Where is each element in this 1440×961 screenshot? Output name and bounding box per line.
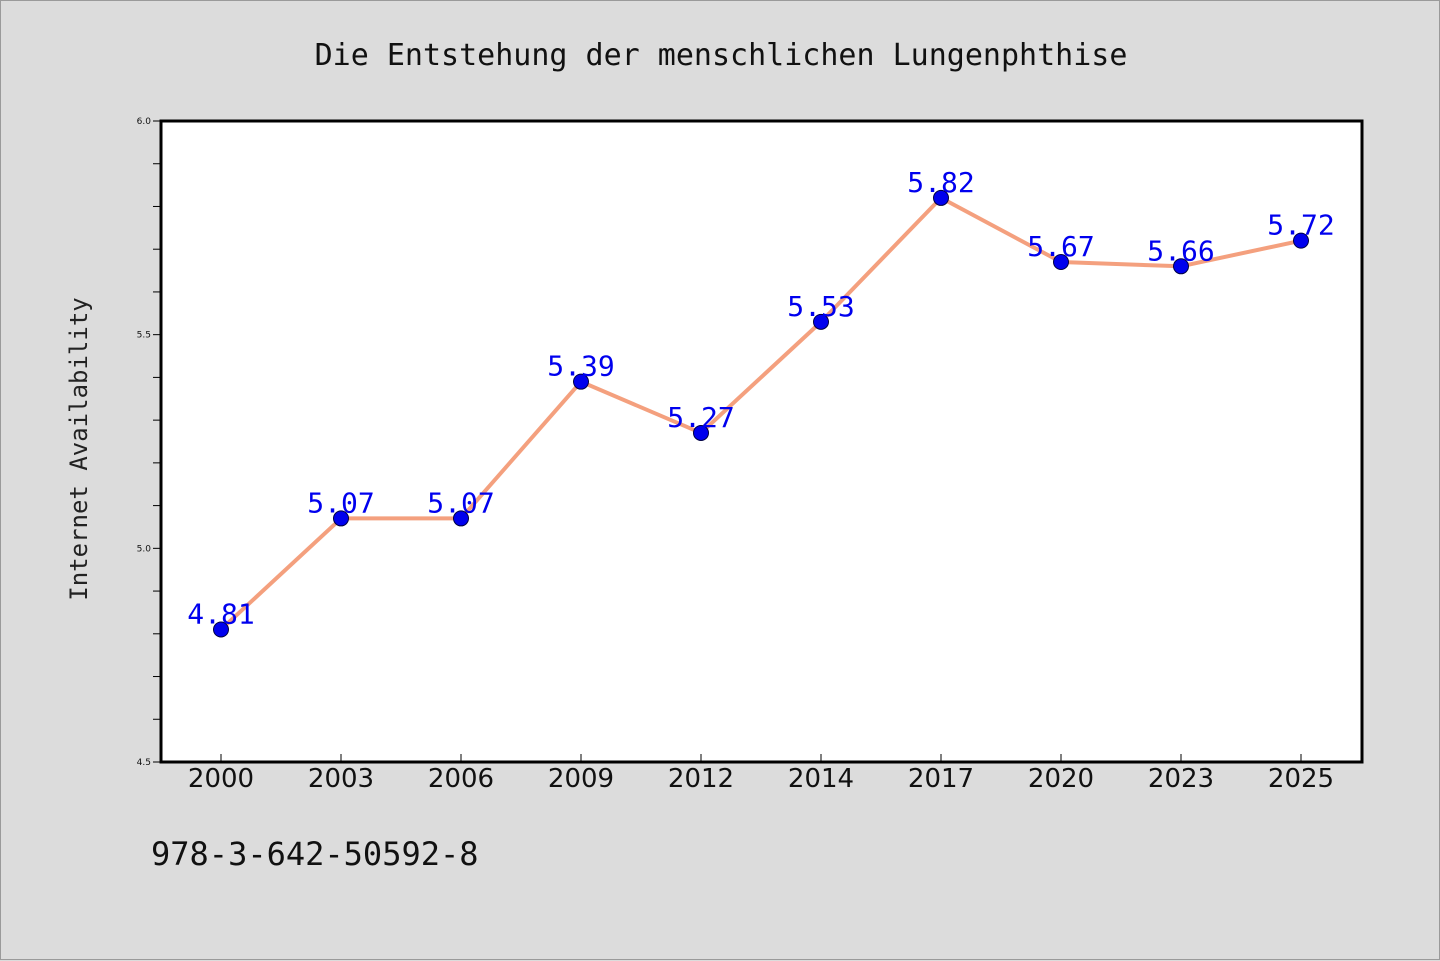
- y-tick-label: 5.5: [137, 331, 151, 341]
- x-tick-label: 2000: [188, 764, 254, 794]
- series-group: 4.81 5.07 5.07 5.39 5.27 5.53 5.82 5.67 5.66 5.72: [187, 166, 1335, 638]
- data-label: 5.53: [787, 290, 854, 323]
- x-tick-label: 2006: [428, 764, 494, 794]
- data-label: 5.66: [1147, 234, 1214, 267]
- chart-title: Die Entstehung der menschlichen Lungenph…: [315, 38, 1128, 73]
- data-label: 5.39: [547, 350, 614, 383]
- x-tick-label: 2025: [1268, 764, 1334, 794]
- x-axis-ticks: 2000 2003 2006 2009 2012 2014 2017 2020 2023 2025: [188, 754, 1334, 794]
- data-label: 4.81: [187, 598, 254, 631]
- series-line: [219, 195, 1303, 632]
- data-point: [1293, 232, 1309, 249]
- data-label: 5.72: [1267, 209, 1334, 242]
- data-label: 5.27: [667, 401, 734, 434]
- data-label: 5.82: [907, 166, 974, 199]
- data-point: [1053, 254, 1069, 271]
- data-point: [1173, 258, 1189, 275]
- isbn-text: 978-3-642-50592-8: [151, 835, 479, 873]
- x-tick-label: 2017: [908, 764, 974, 794]
- data-point: [213, 621, 229, 638]
- x-tick-label: 2012: [668, 764, 734, 794]
- y-axis-label: Internet Availability: [65, 297, 93, 600]
- x-tick-label: 2003: [308, 764, 374, 794]
- y-tick-label: 4.5: [137, 758, 151, 768]
- data-point: [813, 313, 829, 330]
- data-point: [693, 424, 709, 441]
- x-tick-label: 2023: [1148, 764, 1214, 794]
- y-axis-ticks: 4.5 5.0 5.5 6.0: [137, 117, 161, 768]
- data-label: 5.07: [307, 486, 374, 519]
- data-point: [573, 373, 589, 390]
- data-label: 5.07: [427, 486, 494, 519]
- data-point: [933, 189, 949, 206]
- data-point: [333, 510, 349, 527]
- y-tick-label: 5.0: [137, 544, 152, 554]
- data-point: [453, 510, 469, 527]
- plot-area: [159, 119, 1364, 764]
- x-tick-label: 2009: [548, 764, 614, 794]
- x-tick-label: 2020: [1028, 764, 1094, 794]
- data-label: 5.67: [1027, 230, 1094, 263]
- y-tick-label: 6.0: [137, 117, 152, 127]
- x-tick-label: 2014: [788, 764, 854, 794]
